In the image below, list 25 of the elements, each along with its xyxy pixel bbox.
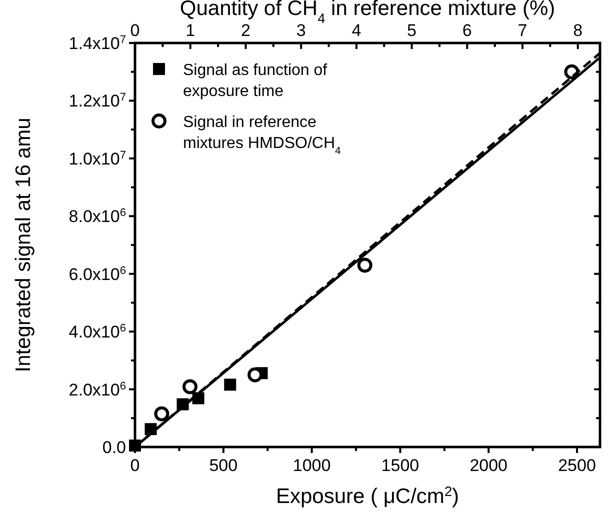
y-tick-label: 1.0x10$^{7}$ [68, 149, 126, 168]
y-axis-title: Integrated signal at 16 amu [12, 118, 35, 372]
y-tick-label: 1.4x10$^{7}$ [68, 34, 126, 53]
point [224, 378, 236, 391]
point [182, 379, 198, 394]
x-tick-label: 0 [130, 456, 140, 475]
legend-label: Signal in reference mixtures HMDSO/CH$_{4}$ [183, 114, 342, 156]
x-tick-label: 1500 [381, 456, 420, 475]
point [154, 406, 170, 422]
y-tick-label: 1.2x10$^{7}$ [68, 92, 126, 111]
x-tick-label: 2500 [558, 456, 596, 475]
x-tick-label: 500 [209, 456, 238, 475]
y-tick-label: 8.0x10$^{6}$ [68, 207, 126, 226]
legend-label: Signal as function of exposure time [183, 62, 328, 100]
point [357, 258, 372, 273]
y-tick-label: 4.0x10$^{6}$ [68, 322, 126, 342]
y-tick-label: 0.0 [102, 438, 126, 457]
point [248, 367, 263, 382]
x2-tick-label: 8 [573, 21, 583, 40]
x2-tick-label: 0 [130, 21, 140, 40]
x-axis-title: Exposure ( μC/cm$^{2}$) [276, 484, 460, 508]
y-tick-label: 2.0x10$^{6}$ [68, 380, 126, 400]
x-tick-label: 2000 [470, 456, 508, 475]
y-tick-label: 6.0x10$^{6}$ [68, 264, 126, 284]
x-tick-label: 1000 [292, 456, 331, 475]
